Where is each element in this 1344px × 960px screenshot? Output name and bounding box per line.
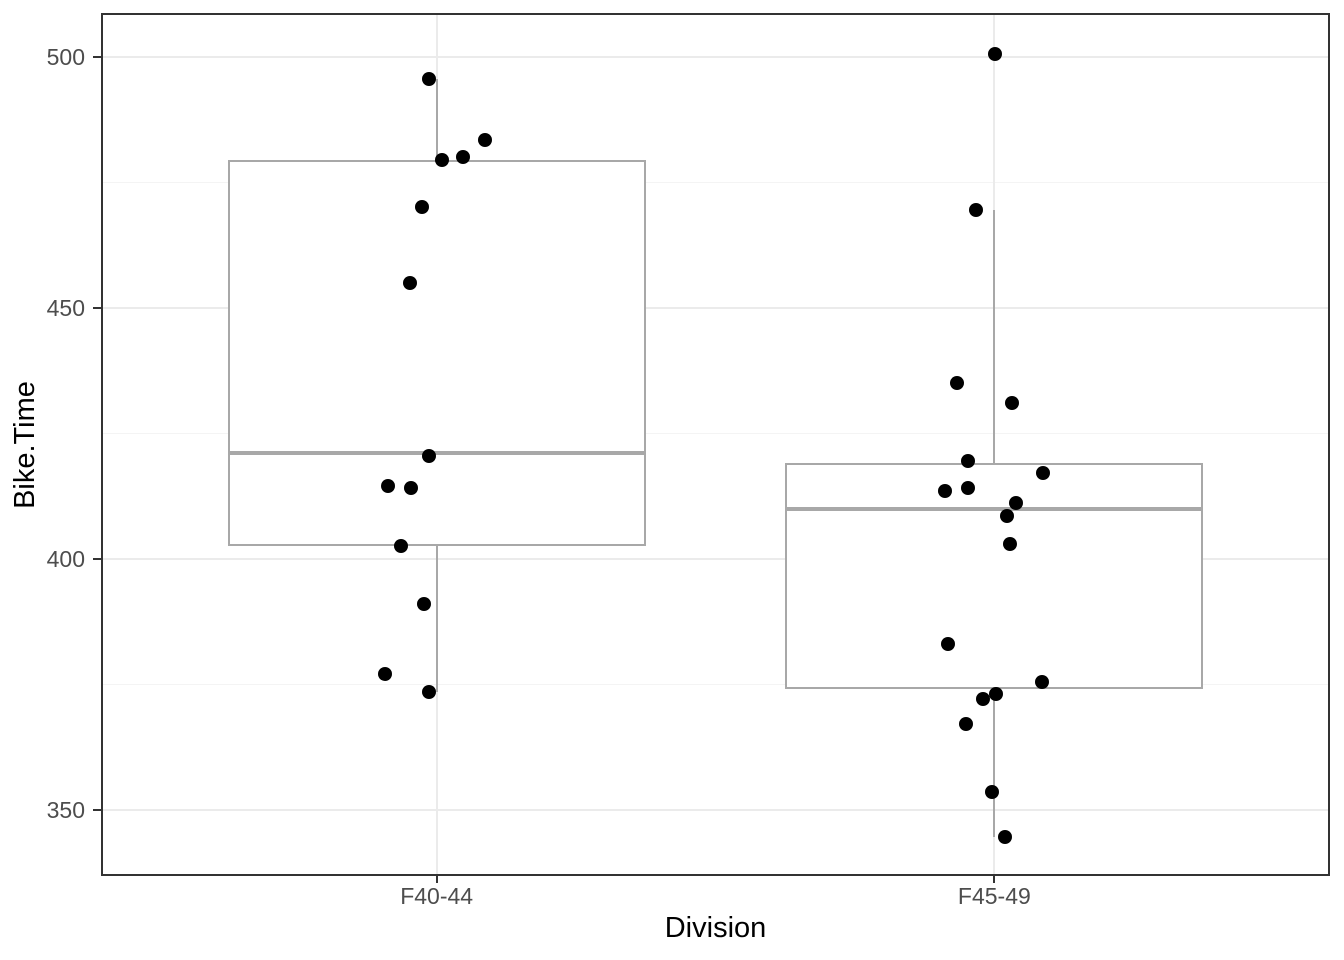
data-point bbox=[1005, 396, 1020, 411]
boxplot-box bbox=[227, 159, 646, 547]
x-tick-label: F40-44 bbox=[400, 883, 474, 909]
y-tick-mark bbox=[93, 55, 101, 58]
x-tick-mark bbox=[993, 875, 996, 883]
gridline-minor-y bbox=[102, 432, 1329, 434]
data-point bbox=[998, 830, 1013, 845]
gridline-major-y bbox=[102, 306, 1329, 309]
data-point bbox=[414, 200, 429, 215]
data-point bbox=[1036, 466, 1051, 481]
x-axis-title: Division bbox=[664, 912, 767, 944]
data-point bbox=[416, 596, 431, 611]
boxplot-whisker-lower bbox=[435, 546, 438, 692]
boxplot-median bbox=[227, 451, 646, 456]
data-point bbox=[393, 539, 408, 554]
y-tick-label: 500 bbox=[46, 43, 85, 70]
data-point bbox=[380, 478, 395, 493]
data-point bbox=[1035, 674, 1050, 689]
data-point bbox=[455, 150, 470, 165]
data-point bbox=[961, 481, 976, 496]
data-point bbox=[403, 481, 418, 496]
y-tick-label: 400 bbox=[46, 545, 85, 572]
y-tick-mark bbox=[93, 306, 101, 309]
data-point bbox=[941, 637, 956, 652]
boxplot-median bbox=[785, 506, 1204, 511]
gridline-major-y bbox=[102, 557, 1329, 560]
data-point bbox=[938, 483, 953, 498]
x-tick-label: F45-49 bbox=[957, 883, 1031, 909]
data-point bbox=[421, 684, 436, 699]
data-point bbox=[950, 376, 965, 390]
y-tick-mark bbox=[93, 557, 101, 560]
x-tick-mark bbox=[435, 875, 438, 883]
data-point bbox=[969, 202, 984, 217]
boxplot-whisker-lower bbox=[993, 689, 996, 838]
gridline-major-y bbox=[102, 808, 1329, 811]
data-point bbox=[985, 785, 1000, 800]
gridline-minor-y bbox=[102, 683, 1329, 685]
data-point bbox=[1003, 536, 1018, 551]
data-point bbox=[377, 667, 392, 682]
data-point bbox=[402, 275, 417, 290]
y-tick-mark bbox=[93, 808, 101, 811]
data-point bbox=[421, 72, 436, 87]
data-point bbox=[421, 448, 436, 463]
y-tick-label: 350 bbox=[46, 796, 85, 823]
gridline-minor-y bbox=[102, 181, 1329, 183]
data-point bbox=[988, 47, 1003, 62]
data-point bbox=[976, 692, 991, 707]
data-point bbox=[961, 453, 976, 468]
data-point bbox=[1000, 509, 1015, 524]
data-point bbox=[434, 152, 449, 167]
data-point bbox=[1009, 496, 1024, 511]
y-tick-label: 450 bbox=[46, 294, 85, 321]
data-point bbox=[477, 132, 492, 147]
boxplot-whisker-upper bbox=[993, 209, 996, 464]
boxplot-whisker-upper bbox=[435, 79, 438, 160]
data-point bbox=[989, 687, 1004, 702]
data-point bbox=[959, 717, 974, 732]
gridline-major-y bbox=[102, 55, 1329, 58]
y-axis-title: Bike.Time bbox=[9, 380, 41, 509]
boxplot-box bbox=[785, 463, 1204, 690]
